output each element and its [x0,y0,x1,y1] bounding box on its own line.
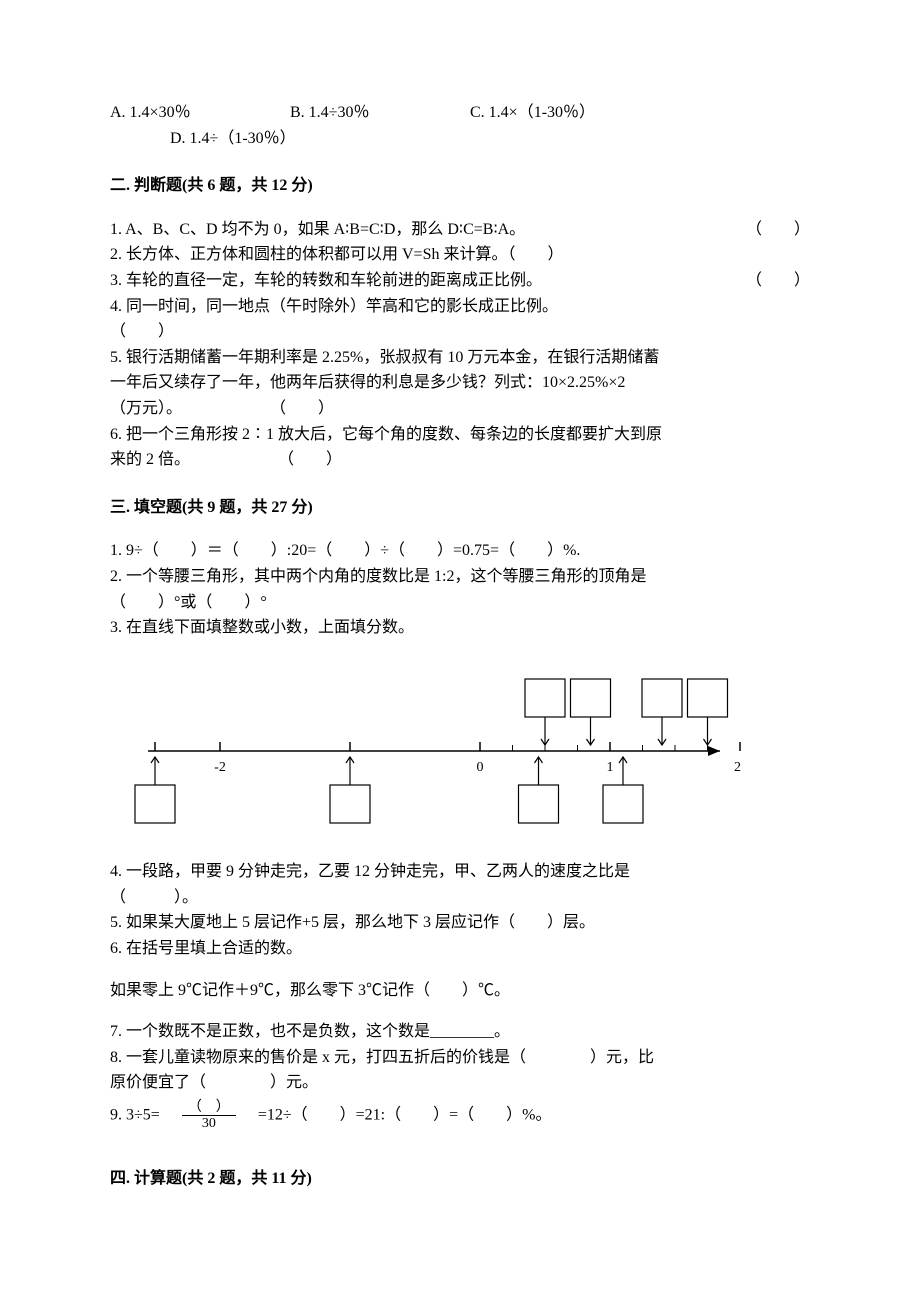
svg-text:-2: -2 [214,760,226,775]
s2-q4-paren: （ ） [110,319,810,345]
s2-q5-paren: （ ） [270,400,334,417]
s3-q6: 6. 在括号里填上合适的数。 [110,936,810,962]
s3-q3: 3. 在直线下面填整数或小数，上面填分数。 [110,615,810,641]
s3-q8a: 8. 一套儿童读物原来的售价是 x 元，打四五折后的价钱是（ ）元，比 [110,1045,810,1071]
mc-option-b: B. 1.4÷30％ [290,100,470,126]
s3-q4a: 4. 一段路，甲要 9 分钟走完，乙要 12 分钟走完，甲、乙两人的速度之比是 [110,859,810,885]
svg-text:2: 2 [734,760,741,775]
s3-q5: 5. 如果某大厦地上 5 层记作+5 层，那么地下 3 层应记作（ ）层。 [110,910,810,936]
svg-text:1: 1 [607,760,614,775]
number-line-svg: -2 0 1 2 [110,661,750,841]
mc-option-a: A. 1.4×30％ [110,100,290,126]
s2-q6b: 来的 2 倍。 （ ） [110,447,810,473]
s3-q1: 1. 9÷（ ）＝（ ）:20=（ ）÷（ ）=0.75=（ ）%. [110,538,810,564]
s2-q5c: （万元）。 （ ） [110,396,810,422]
s2-q1-text: 1. A、B、C、D 均不为 0，如果 A∶B=C∶D，那么 D∶C=B∶A。 [110,221,525,238]
s2-q5c-text: （万元）。 [110,400,182,417]
section3-title: 三. 填空题(共 9 题，共 27 分) [110,495,810,521]
fraction-denominator: 30 [182,1116,236,1131]
svg-text:0: 0 [477,760,484,775]
mc-option-d: D. 1.4÷（1-30％） [110,126,810,152]
s3-q9b: =12÷（ ）=21:（ ）=（ ）%。 [258,1107,552,1124]
mc-option-c: C. 1.4×（1-30％） [470,100,670,126]
s3-q9a: 9. 3÷5= [110,1107,160,1124]
section2-title: 二. 判断题(共 6 题，共 12 分) [110,173,810,199]
s2-q5b: 一年后又续存了一年，他两年后获得的利息是多少钱？列式：10×2.25%×2 [110,370,810,396]
s2-q5a: 5. 银行活期储蓄一年期利率是 2.25%，张叔叔有 10 万元本金，在银行活期… [110,345,810,371]
s3-q9: 9. 3÷5= （ ） 30 =12÷（ ）=21:（ ）=（ ）%。 [110,1100,810,1132]
s3-q4b: （ ）。 [110,885,810,911]
number-line-diagram: -2 0 1 2 [110,661,810,850]
s2-q2: 2. 长方体、正方体和圆柱的体积都可以用 V=Sh 来计算。（ ） [110,242,810,268]
s2-q1: 1. A、B、C、D 均不为 0，如果 A∶B=C∶D，那么 D∶C=B∶A。 … [110,217,810,243]
s2-q3-text: 3. 车轮的直径一定，车轮的转数和车轮前进的距离成正比例。 [110,272,542,289]
s2-q1-paren: （ ） [746,217,810,243]
s3-q7: 7. 一个数既不是正数，也不是负数，这个数是________。 [110,1019,810,1045]
s3-q2b: （ ）°或（ ）° [110,590,810,616]
section4-title: 四. 计算题(共 2 题，共 11 分) [110,1166,810,1192]
s2-q3: 3. 车轮的直径一定，车轮的转数和车轮前进的距离成正比例。 （ ） [110,268,810,294]
s2-q4: 4. 同一时间，同一地点（午时除外）竿高和它的影长成正比例。 [110,294,810,320]
s2-q3-paren: （ ） [746,268,810,294]
s2-q6a: 6. 把一个三角形按 2∶1 放大后，它每个角的度数、每条边的长度都要扩大到原 [110,422,810,448]
s2-q6b-text: 来的 2 倍。 [110,451,190,468]
s2-q6-paren: （ ） [278,451,342,468]
fraction-numerator: （ ） [182,1100,236,1116]
s3-q6sub: 如果零上 9℃记作＋9℃，那么零下 3℃记作（ ）℃。 [110,978,810,1004]
s3-q9-fraction: （ ） 30 [182,1100,236,1132]
mc-option-row: A. 1.4×30％ B. 1.4÷30％ C. 1.4×（1-30％） D. … [110,100,810,151]
s3-q8b: 原价便宜了（ ）元。 [110,1070,810,1096]
s3-q2a: 2. 一个等腰三角形，其中两个内角的度数比是 1:2，这个等腰三角形的顶角是 [110,564,810,590]
